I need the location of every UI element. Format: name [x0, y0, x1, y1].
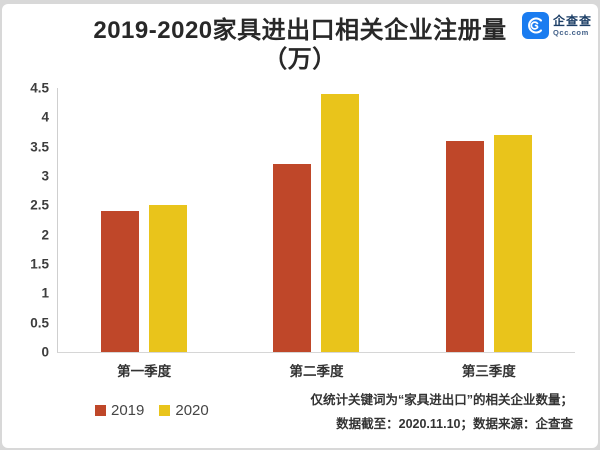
title-line-2: （万）: [263, 46, 337, 73]
legend-item-2019: 2019: [95, 402, 144, 419]
qcc-spiral-icon: [521, 12, 549, 39]
y-tick-label: 0.5: [30, 315, 49, 331]
legend: 2019 2020: [95, 402, 209, 419]
page-title: 2019-2020家具进出口相关企业注册量 （万）: [2, 4, 598, 74]
legend-label: 2019: [111, 402, 145, 419]
x-axis-label: 第三季度: [461, 364, 516, 379]
chart-card: 2019-2020家具进出口相关企业注册量 （万） 企查查 Qcc.com 4.…: [2, 4, 598, 448]
y-axis: 4.5 4 3.5 3 2.5 2 1.5 1 0.5 0: [10, 81, 57, 360]
bar-2020-第三季度: [493, 134, 532, 352]
bar-2019-第三季度: [445, 140, 484, 352]
bar-chart: 4.5 4 3.5 3 2.5 2 1.5 1 0.5 0: [10, 81, 575, 360]
legend-label: 2020: [175, 402, 209, 419]
bar-2020-第二季度: [321, 93, 360, 352]
brand-domain: Qcc.com: [552, 27, 589, 37]
y-tick-label: 1.5: [30, 256, 49, 272]
y-tick-label: 2.5: [30, 197, 49, 213]
bar-group: [58, 88, 230, 352]
y-tick-label: 2: [41, 227, 49, 243]
legend-swatch: [95, 405, 106, 416]
y-tick-label: 4.5: [30, 80, 49, 96]
y-tick-label: 0: [41, 344, 49, 360]
title-line-1: 2019-2020家具进出口相关企业注册量: [93, 17, 507, 44]
y-tick-label: 4: [41, 109, 49, 125]
x-axis: 第一季度 第二季度 第三季度: [58, 360, 575, 380]
y-tick-label: 3.5: [30, 139, 49, 155]
y-tick-label: 3: [41, 168, 49, 184]
brand-name: 企查查: [552, 13, 592, 28]
x-axis-label: 第一季度: [117, 364, 172, 379]
footnote: 仅统计关键词为“家具进出口”的相关企业数量； 数据截至：2020.11.10；数…: [310, 388, 573, 436]
x-axis-label: 第二季度: [289, 364, 344, 379]
footnote-line-1: 仅统计关键词为“家具进出口”的相关企业数量；: [310, 393, 573, 407]
footnote-line-2: 数据截至：2020.11.10；数据来源：企查查: [336, 417, 573, 431]
brand-text: 企查查 Qcc.com: [553, 15, 592, 37]
bar-2020-第一季度: [149, 205, 188, 352]
bar-2019-第二季度: [273, 164, 312, 352]
bar-group: [230, 88, 402, 352]
bar-group: [403, 88, 575, 352]
bar-2019-第一季度: [101, 211, 140, 352]
brand-logo: 企查查 Qcc.com: [521, 12, 592, 39]
legend-swatch: [159, 405, 171, 416]
y-tick-label: 1: [41, 285, 49, 301]
legend-item-2020: 2020: [159, 402, 209, 419]
plot-area: [57, 88, 575, 353]
